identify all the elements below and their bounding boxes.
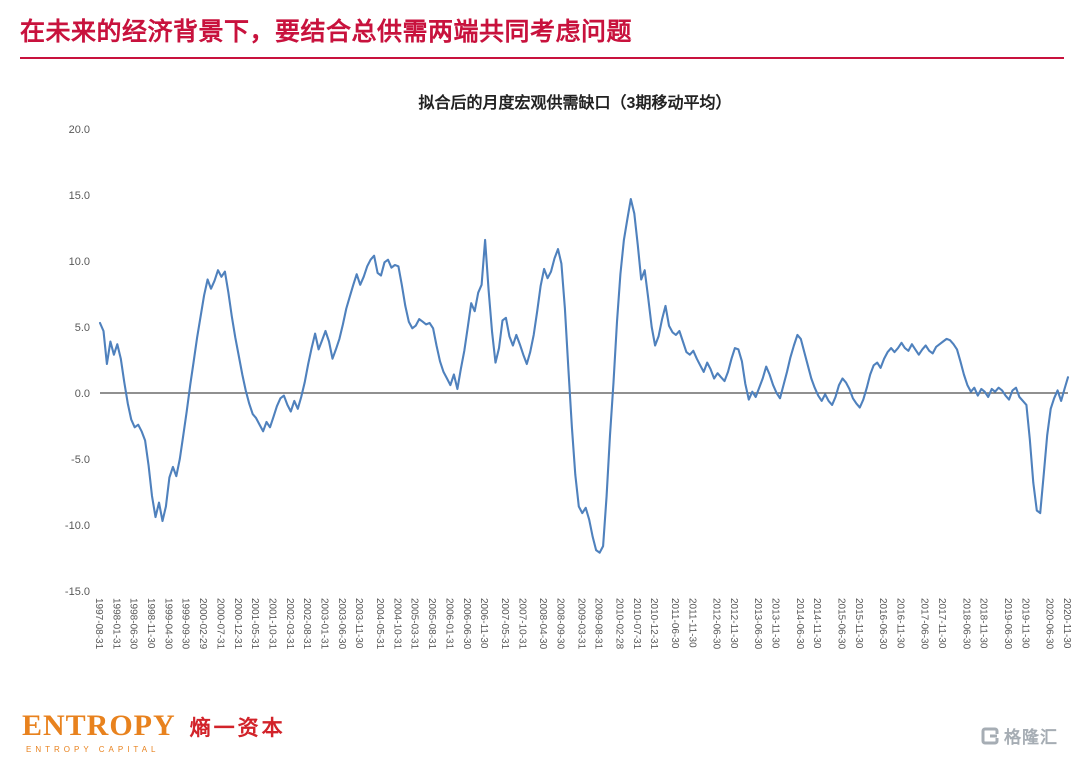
gelonghui-watermark: 格隆汇 [981, 723, 1058, 748]
x-tick-label: 2013-11-30 [770, 598, 781, 649]
page-title: 在未来的经济背景下，要结合总供需两端共同考虑问题 [20, 18, 633, 46]
slide-header: 在未来的经济背景下，要结合总供需两端共同考虑问题 [0, 0, 1080, 59]
x-tick-label: 2004-05-31 [374, 598, 385, 650]
x-tick-label: 2009-03-31 [575, 598, 586, 650]
y-tick-label: 10.0 [69, 256, 90, 268]
x-tick-label: 2012-06-30 [711, 598, 722, 650]
y-tick-label: 0.0 [75, 388, 90, 400]
y-tick-label: 15.0 [69, 190, 90, 202]
x-tick-label: 2001-05-31 [249, 598, 260, 650]
x-tick-label: 2014-06-30 [794, 598, 805, 650]
x-tick-label: 2004-10-31 [391, 598, 402, 650]
x-tick-label: 2010-07-31 [631, 598, 642, 650]
x-tick-label: 2002-03-31 [284, 598, 295, 650]
x-tick-label: 2000-07-31 [214, 598, 225, 650]
x-tick-label: 2007-10-31 [516, 598, 527, 650]
x-tick-label: 2019-11-30 [1019, 598, 1030, 649]
slide-footer: ENTROPY 熵一资本 ENTROPY CAPITAL 格隆汇 [0, 709, 1080, 755]
x-tick-label: 2019-06-30 [1002, 598, 1013, 650]
chart-area: 拟合后的月度宏观供需缺口（3期移动平均） 20.0 15.0 10.0 5.0 0.0 -… [0, 89, 1080, 699]
x-tick-label: 2007-05-31 [499, 598, 510, 650]
y-tick-label: -10.0 [65, 520, 90, 532]
x-tick-label: 2017-11-30 [936, 598, 947, 649]
y-tick-label: 5.0 [75, 322, 90, 334]
x-tick-label: 1997-08-31 [93, 598, 104, 650]
x-tick-label: 2000-12-31 [232, 598, 243, 650]
x-tick-label: 2018-06-30 [960, 598, 971, 650]
supply-demand-gap-chart: 20.0 15.0 10.0 5.0 0.0 -5.0 -10.0 -15.01997-08-… [65, 124, 1072, 650]
entropy-logo: ENTROPY 熵一资本 ENTROPY CAPITAL [22, 709, 286, 755]
x-tick-label: 2011-11-30 [686, 598, 697, 648]
x-tick-label: 1998-06-30 [128, 598, 139, 650]
y-tick-label: -5.0 [71, 454, 90, 466]
x-tick-label: 2015-06-30 [836, 598, 847, 650]
title-underline [20, 57, 1064, 59]
x-tick-label: 2018-11-30 [978, 598, 989, 649]
x-tick-label: 1999-09-30 [180, 598, 191, 650]
x-tick-label: 2003-06-30 [336, 598, 347, 650]
x-tick-label: 2003-11-30 [353, 598, 364, 649]
x-tick-label: 2009-08-31 [593, 598, 604, 650]
x-tick-label: 2008-04-30 [537, 598, 548, 650]
x-tick-label: 2020-06-30 [1044, 598, 1055, 650]
x-tick-label: 2000-02-29 [197, 598, 208, 650]
x-tick-label: 2006-11-30 [478, 598, 489, 649]
x-tick-label: 2006-01-31 [443, 598, 454, 650]
chart-title: 拟合后的月度宏观供需缺口（3期移动平均） [418, 95, 732, 112]
x-tick-label: 1998-11-30 [145, 598, 156, 649]
gelonghui-text: 格隆汇 [1004, 728, 1058, 747]
x-tick-label: 2015-11-30 [853, 598, 864, 649]
x-tick-label: 2012-11-30 [728, 598, 739, 649]
x-tick-label: 2017-06-30 [919, 598, 930, 650]
x-tick-label: 1999-04-30 [162, 598, 173, 650]
x-tick-label: 2006-06-30 [461, 598, 472, 650]
x-tick-label: 2020-11-30 [1061, 598, 1072, 649]
x-tick-label: 2013-06-30 [752, 598, 763, 650]
x-tick-label: 2001-10-31 [267, 598, 278, 650]
entropy-subtitle: ENTROPY CAPITAL [26, 745, 160, 754]
x-tick-label: 2014-11-30 [811, 598, 822, 649]
y-tick-label: -15.0 [65, 586, 90, 598]
entropy-wordmark: ENTROPY [22, 709, 176, 742]
gelonghui-icon [981, 727, 999, 745]
entropy-cn-name: 熵一资本 [189, 717, 286, 740]
x-tick-label: 2005-03-31 [409, 598, 420, 650]
x-tick-label: 2016-06-30 [877, 598, 888, 650]
y-tick-label: 20.0 [69, 124, 90, 136]
x-tick-label: 2003-01-31 [319, 598, 330, 650]
x-tick-label: 2011-06-30 [669, 598, 680, 649]
x-tick-label: 2005-08-31 [426, 598, 437, 650]
x-tick-label: 2002-08-31 [301, 598, 312, 650]
x-tick-label: 2008-09-30 [554, 598, 565, 650]
x-tick-label: 2016-11-30 [895, 598, 906, 649]
x-tick-label: 1998-01-31 [110, 598, 121, 650]
x-tick-label: 2010-12-31 [648, 598, 659, 650]
x-tick-label: 2010-02-28 [613, 598, 624, 650]
series-line [98, 197, 1070, 554]
